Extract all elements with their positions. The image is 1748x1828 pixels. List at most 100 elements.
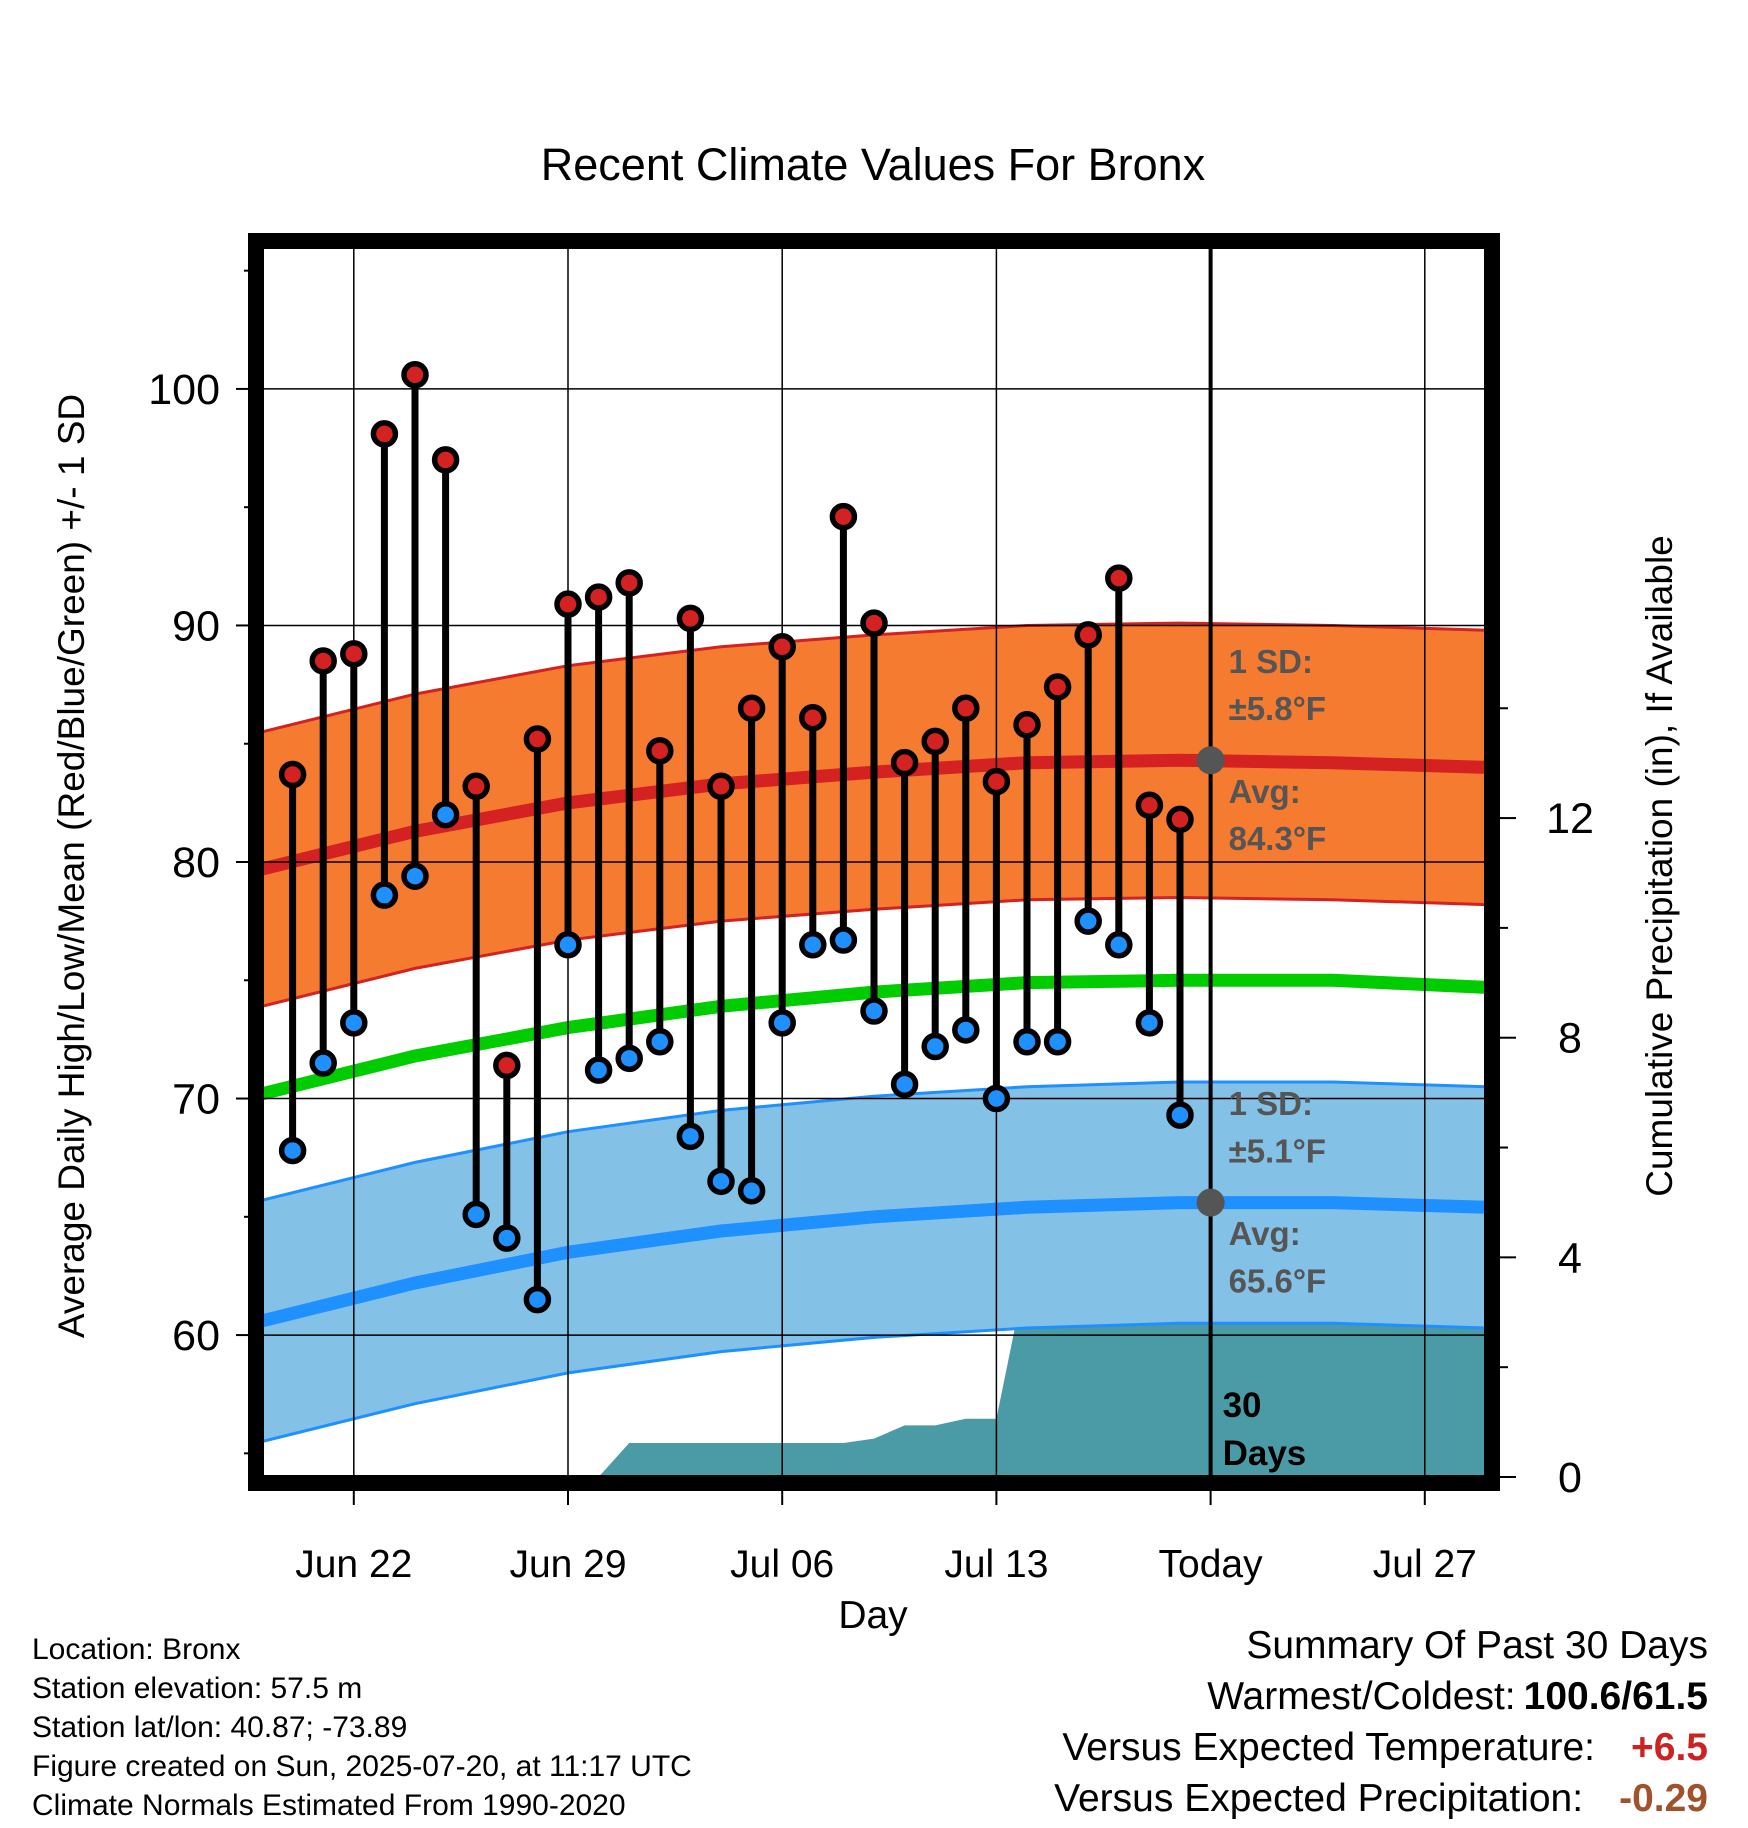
summary-warm-cold-label: Warmest/Coldest:	[1207, 1675, 1516, 1718]
period-label-unit: Days	[1223, 1434, 1307, 1473]
x-tick-label: Jun 22	[295, 1543, 412, 1586]
today-high-avg-marker	[1196, 746, 1225, 775]
y-tick-label: 60	[172, 1312, 220, 1360]
daily-low-point	[278, 1136, 307, 1165]
daily-high-point	[309, 647, 337, 675]
daily-high-point	[1166, 805, 1194, 834]
low-sd-value: ±5.1°F	[1229, 1132, 1326, 1169]
daily-low-point	[401, 862, 429, 890]
y-tick-label: 90	[172, 602, 220, 650]
plot-content: 1 SD: ±5.8°F Avg: 84.3°F 1 SD: ±5.1°F Avg: 65.6…	[262, 247, 1486, 1477]
daily-low-point	[982, 1084, 1011, 1113]
daily-low-point	[462, 1200, 490, 1229]
daily-high-point	[554, 590, 582, 618]
x-tick-label: Jul 13	[944, 1543, 1048, 1586]
daily-low-point	[829, 926, 858, 954]
daily-high-point	[707, 772, 735, 801]
daily-high-point	[829, 502, 858, 531]
daily-high-point	[370, 420, 399, 448]
daily-high-point	[768, 633, 796, 661]
y2-tick-label: 4	[1558, 1234, 1582, 1282]
daily-high-point	[799, 703, 827, 732]
y-tick-label: 100	[148, 366, 220, 414]
summary-warm-cold-row: Warmest/Coldest: 100.6/61.5	[1054, 1671, 1708, 1722]
y2-tick-label: 0	[1558, 1454, 1582, 1502]
high-sd-value: ±5.8°F	[1229, 690, 1326, 727]
station-info: Location: Bronx Station elevation: 57.5 …	[32, 1630, 692, 1825]
daily-high-point	[1135, 791, 1164, 819]
daily-low-point	[646, 1028, 674, 1056]
daily-low-point	[554, 931, 582, 959]
summary-temp-label: Versus Expected Temperature:	[1062, 1726, 1595, 1769]
daily-low-point	[921, 1032, 949, 1061]
summary-title: Summary Of Past 30 Days	[1246, 1624, 1708, 1667]
summary-precip-row: Versus Expected Precipitation: -0.29	[1054, 1773, 1708, 1824]
summary-panel: Summary Of Past 30 Days Warmest/Coldest:…	[1054, 1620, 1708, 1824]
daily-high-point	[462, 772, 490, 801]
daily-low-point	[584, 1056, 613, 1084]
plot-area: 1 SD: ±5.8°F Avg: 84.3°F 1 SD: ±5.1°F Avg: 65.6…	[148, 233, 1594, 1586]
period-label-number: 30	[1223, 1386, 1262, 1425]
daily-low-point	[1105, 931, 1133, 959]
daily-high-point	[401, 360, 429, 389]
daily-high-point	[982, 767, 1011, 796]
y-axis-label: Average Daily High/Low/Mean (Red/Blue/Gr…	[51, 394, 92, 1338]
summary-precip-value: -0.29	[1619, 1777, 1708, 1820]
daily-high-point	[1074, 621, 1102, 649]
daily-low-point	[707, 1167, 735, 1196]
high-sd-label: 1 SD:	[1229, 643, 1313, 680]
low-sd-label: 1 SD:	[1229, 1085, 1313, 1122]
daily-high-point	[737, 694, 766, 722]
x-axis-label: Day	[838, 1594, 908, 1637]
info-latlon: Station lat/lon: 40.87; -73.89	[32, 1711, 408, 1744]
y2-axis-label: Cumulative Precipitation (in), If Availa…	[1639, 535, 1680, 1197]
x-tick-label: Today	[1159, 1543, 1264, 1586]
chart-title: Recent Climate Values For Bronx	[541, 139, 1206, 190]
daily-low-point	[676, 1122, 705, 1151]
daily-low-point	[1013, 1028, 1041, 1056]
high-avg-value: 84.3°F	[1229, 820, 1327, 857]
daily-low-point	[768, 1009, 796, 1037]
low-sd-band-lower-edge	[262, 1321, 1486, 1443]
today-low-avg-marker	[1196, 1188, 1225, 1217]
info-elevation: Station elevation: 57.5 m	[32, 1672, 363, 1705]
daily-high-point	[1043, 673, 1072, 701]
daily-high-point	[860, 609, 888, 637]
daily-high-point	[493, 1051, 521, 1080]
y-tick-label: 80	[172, 839, 220, 887]
x-tick-label: Jun 29	[509, 1543, 626, 1586]
daily-low-point	[340, 1009, 368, 1037]
y2-tick-label: 12	[1546, 795, 1594, 843]
daily-low-point	[431, 800, 460, 829]
daily-high-point	[584, 583, 613, 611]
plot-frame	[248, 233, 1500, 1491]
daily-high-point	[1013, 711, 1041, 739]
daily-high-point	[1105, 564, 1133, 592]
summary-temp-value: +6.5	[1631, 1726, 1708, 1769]
precip-area	[598, 1283, 1486, 1477]
summary-temp-row: Versus Expected Temperature: +6.5	[1054, 1722, 1708, 1773]
daily-high-point	[615, 569, 643, 597]
low-sd-band-upper-edge	[262, 1080, 1486, 1202]
daily-low-point	[523, 1285, 552, 1314]
low-avg-line	[262, 1196, 1486, 1328]
daily-high-point	[646, 737, 674, 765]
y2-tick-label: 8	[1558, 1015, 1582, 1063]
daily-low-point	[737, 1177, 766, 1205]
y-tick-label: 70	[172, 1076, 220, 1124]
daily-high-point	[952, 694, 980, 722]
daily-low-point	[1135, 1009, 1164, 1037]
daily-high-point	[921, 727, 949, 756]
high-avg-label: Avg:	[1229, 773, 1301, 810]
daily-low-point	[1043, 1028, 1072, 1056]
info-normals: Climate Normals Estimated From 1990-2020	[32, 1789, 626, 1822]
summary-warm-cold-value: 100.6/61.5	[1523, 1675, 1708, 1718]
daily-low-point	[370, 881, 399, 909]
daily-high-point	[890, 748, 919, 777]
daily-high-point	[676, 604, 705, 633]
x-tick-label: Jul 27	[1373, 1543, 1477, 1586]
info-created: Figure created on Sun, 2025-07-20, at 11…	[32, 1750, 692, 1783]
low-avg-value: 65.6°F	[1229, 1263, 1327, 1300]
daily-low-point	[890, 1070, 919, 1099]
